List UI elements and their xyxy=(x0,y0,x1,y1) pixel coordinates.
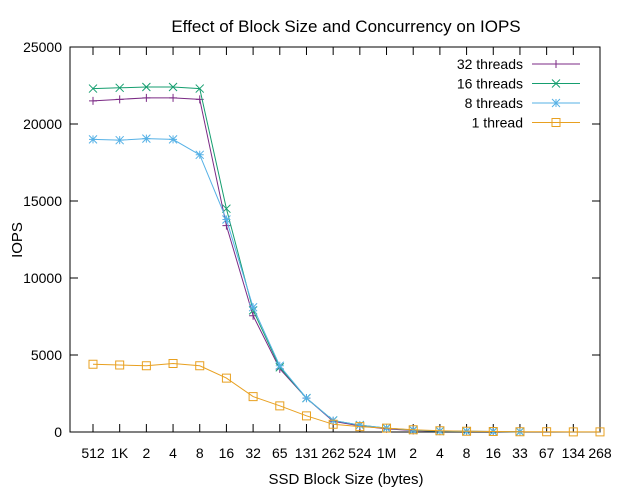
y-tick-label: 25000 xyxy=(23,39,62,55)
x-tick-label: 131 xyxy=(295,445,319,461)
x-tick-label: 8 xyxy=(196,445,204,461)
series-16-threads xyxy=(88,82,525,437)
y-tick-label: 10000 xyxy=(23,270,62,286)
x-tick-label: 16 xyxy=(219,445,235,461)
x-tick-label: 65 xyxy=(272,445,288,461)
series-line xyxy=(92,138,520,433)
x-tick-label: 8 xyxy=(463,445,471,461)
legend-marker xyxy=(551,98,561,108)
data-point xyxy=(142,93,151,102)
x-tick-label: 1K xyxy=(111,445,129,461)
data-point xyxy=(462,426,472,436)
data-point xyxy=(302,393,311,403)
x-tick-label: 512 xyxy=(81,445,105,461)
data-point xyxy=(275,401,285,411)
x-tick-label: 1M xyxy=(377,445,396,461)
x-tick-label: 524 xyxy=(348,445,372,461)
x-tick-label: 33 xyxy=(512,445,528,461)
data-point xyxy=(222,204,231,214)
data-point xyxy=(142,134,151,143)
data-point xyxy=(248,302,258,312)
x-tick-label: 2 xyxy=(142,445,150,461)
series-line xyxy=(92,97,520,433)
plot-frame xyxy=(69,46,601,433)
series-1-thread xyxy=(88,358,605,437)
data-point xyxy=(195,361,205,371)
data-point xyxy=(88,135,98,144)
data-point xyxy=(168,135,178,144)
data-point xyxy=(169,93,178,102)
series-8-threads xyxy=(88,134,525,437)
legend-label: 32 threads xyxy=(457,56,523,72)
data-point xyxy=(221,373,231,383)
legend-label: 16 threads xyxy=(457,76,523,92)
data-point xyxy=(542,427,552,437)
y-tick-label: 5000 xyxy=(31,347,62,363)
data-point xyxy=(515,427,525,437)
data-point xyxy=(301,411,311,421)
chart-title: Effect of Block Size and Concurrency on … xyxy=(171,17,520,36)
data-point xyxy=(88,84,98,93)
data-point xyxy=(382,423,392,433)
data-point xyxy=(115,360,125,370)
data-point xyxy=(115,135,125,145)
y-axis-label: IOPS xyxy=(9,222,26,258)
y-tick-label: 20000 xyxy=(23,116,62,132)
x-tick-label: 268 xyxy=(588,445,612,461)
data-point xyxy=(195,150,205,160)
data-point xyxy=(488,427,498,437)
legend-marker xyxy=(552,60,560,68)
data-point xyxy=(168,358,178,368)
x-tick-label: 67 xyxy=(539,445,555,461)
data-point xyxy=(328,419,338,429)
x-tick-label: 134 xyxy=(562,445,586,461)
data-point xyxy=(595,427,605,437)
legend-label: 8 threads xyxy=(465,95,523,111)
legend-marker xyxy=(551,118,561,127)
x-axis-label: SSD Block Size (bytes) xyxy=(268,471,423,488)
legend-marker xyxy=(551,79,561,88)
data-point xyxy=(222,215,231,224)
x-tick-label: 4 xyxy=(169,445,177,461)
series-32-threads xyxy=(89,93,524,436)
data-point xyxy=(89,96,97,105)
x-tick-label: 262 xyxy=(321,445,345,461)
series-line xyxy=(92,362,601,433)
data-point xyxy=(88,359,98,369)
data-point xyxy=(568,427,578,437)
y-tick-label: 15000 xyxy=(23,193,62,209)
data-point xyxy=(275,361,285,371)
x-tick-label: 4 xyxy=(436,445,444,461)
data-point xyxy=(141,361,151,371)
data-point xyxy=(355,422,365,432)
x-tick-label: 32 xyxy=(245,445,261,461)
x-tick-label: 16 xyxy=(485,445,501,461)
y-tick-label: 0 xyxy=(54,424,62,440)
legend-label: 1 thread xyxy=(472,115,523,131)
data-point xyxy=(408,425,418,435)
x-tick-label: 2 xyxy=(409,445,417,461)
data-point xyxy=(115,83,125,93)
data-point xyxy=(435,426,445,436)
data-point xyxy=(355,420,365,430)
data-point xyxy=(168,82,178,92)
data-point xyxy=(115,95,124,104)
data-point xyxy=(142,82,151,92)
data-point xyxy=(248,392,258,402)
data-point xyxy=(195,84,205,93)
